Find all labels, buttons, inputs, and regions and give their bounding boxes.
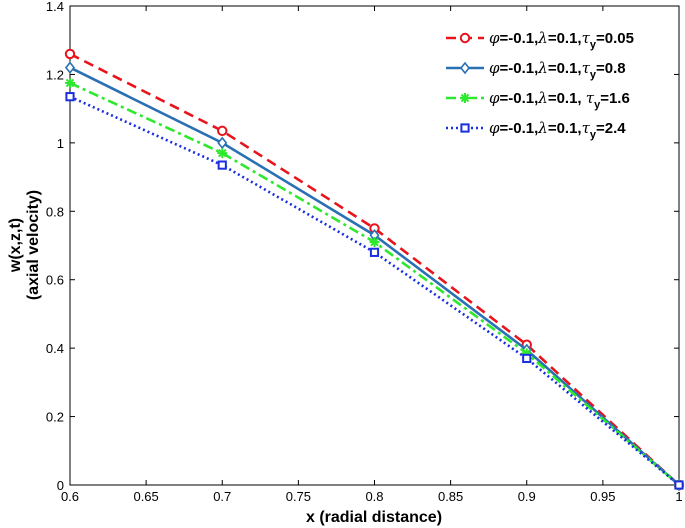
legend-sym1: φ (489, 119, 500, 137)
legend-part1: =-0.1, (500, 90, 539, 107)
legend-sub: y (590, 69, 597, 81)
legend-marker-2 (459, 61, 471, 75)
series-2-point (217, 136, 228, 150)
x-tick-label: 0.7 (213, 489, 231, 504)
x-tick-label: 0.9 (518, 489, 536, 504)
x-axis-title: x (radial distance) (306, 509, 442, 526)
series-2-point (64, 61, 76, 74)
y-axis-title-line2: (axial velocity) (25, 190, 42, 300)
y-tick-label: 1.2 (46, 67, 64, 82)
x-tick-label: 0.6 (61, 489, 79, 504)
legend-marker-1 (459, 32, 471, 44)
legend-entry-2: φ=-0.1,λ=0.1,τy=0.8 (489, 59, 626, 81)
legend-part2: =0.1, (548, 60, 582, 77)
legend-part1: =-0.1, (500, 120, 539, 137)
legend-sub: y (594, 99, 601, 111)
series-line-1 (69, 52, 680, 486)
x-tick-label: 1 (675, 489, 682, 504)
y-tick-label: 1 (57, 136, 64, 151)
legend-sym2: λ (537, 89, 548, 107)
legend-part2: =0.1, (548, 30, 582, 47)
legend-entry-1: φ=-0.1,λ=0.1,τy=0.05 (489, 29, 634, 51)
x-tick-label: 0.95 (590, 489, 615, 504)
legend-part3: =0.8 (596, 60, 626, 77)
series-3-point (217, 148, 228, 159)
legend-entry-4: φ=-0.1,λ=0.1,τy=2.4 (489, 119, 626, 141)
axis-ticks: 0.6 0.65 0.7 0.75 0.8 0.85 0.9 0.95 1 0 0.2 0.4 0.6 0… (46, 0, 683, 504)
x-tick-label: 0.65 (133, 489, 158, 504)
legend-sym3: τ (582, 59, 591, 77)
legend-part3: =2.4 (596, 120, 626, 137)
legend-entry-3: φ=-0.1,λ=0.1, τy=1.6 (489, 89, 630, 111)
legend-sym3: τ (586, 89, 595, 107)
legend-sym2: λ (537, 29, 548, 47)
legend-sub: y (590, 39, 597, 51)
series-3-point (65, 77, 75, 88)
legend-part1: =-0.1, (500, 30, 539, 47)
series-1-point (64, 48, 76, 60)
series-4-point (65, 92, 75, 102)
legend-marker-3 (460, 93, 470, 103)
legend-sym1: φ (489, 29, 500, 47)
legend-sym2: λ (537, 59, 548, 77)
series-4-point (217, 160, 227, 170)
legend-part3: =0.05 (596, 30, 634, 47)
y-tick-label: 0.8 (46, 204, 64, 219)
series-4-point (522, 353, 532, 364)
legend-sym2: λ (537, 119, 548, 137)
legend-sub: y (590, 129, 597, 141)
x-tick-label: 0.8 (365, 489, 383, 504)
legend-sym3: τ (582, 119, 591, 137)
legend-marker-4 (460, 123, 470, 133)
series-line-4 (69, 95, 680, 486)
y-tick-label: 0.6 (46, 273, 64, 288)
x-tick-label: 0.75 (286, 489, 311, 504)
data-series (64, 48, 685, 492)
series-4-point (674, 480, 684, 490)
legend-part2: =0.1, (548, 90, 586, 107)
legend-part1: =-0.1, (500, 60, 539, 77)
legend-sym1: φ (489, 89, 500, 107)
y-axis-title-line1: w(x,z,t) (7, 218, 24, 273)
legend: φ=-0.1,λ=0.1,τy=0.05φ=-0.1,λ=0.1,τy=0.8φ… (446, 29, 634, 141)
series-1-point (217, 125, 228, 137)
y-tick-label: 1.4 (46, 0, 64, 14)
legend-part2: =0.1, (548, 120, 582, 137)
x-tick-label: 0.85 (438, 489, 463, 504)
legend-sym3: τ (582, 29, 591, 47)
series-3-point (369, 237, 380, 248)
y-tick-label: 0 (57, 478, 64, 493)
y-tick-label: 0.4 (46, 341, 64, 356)
legend-part3: =1.6 (600, 90, 630, 107)
y-tick-label: 0.2 (46, 410, 64, 425)
legend-sym1: φ (489, 59, 500, 77)
series-4-point (369, 247, 380, 257)
